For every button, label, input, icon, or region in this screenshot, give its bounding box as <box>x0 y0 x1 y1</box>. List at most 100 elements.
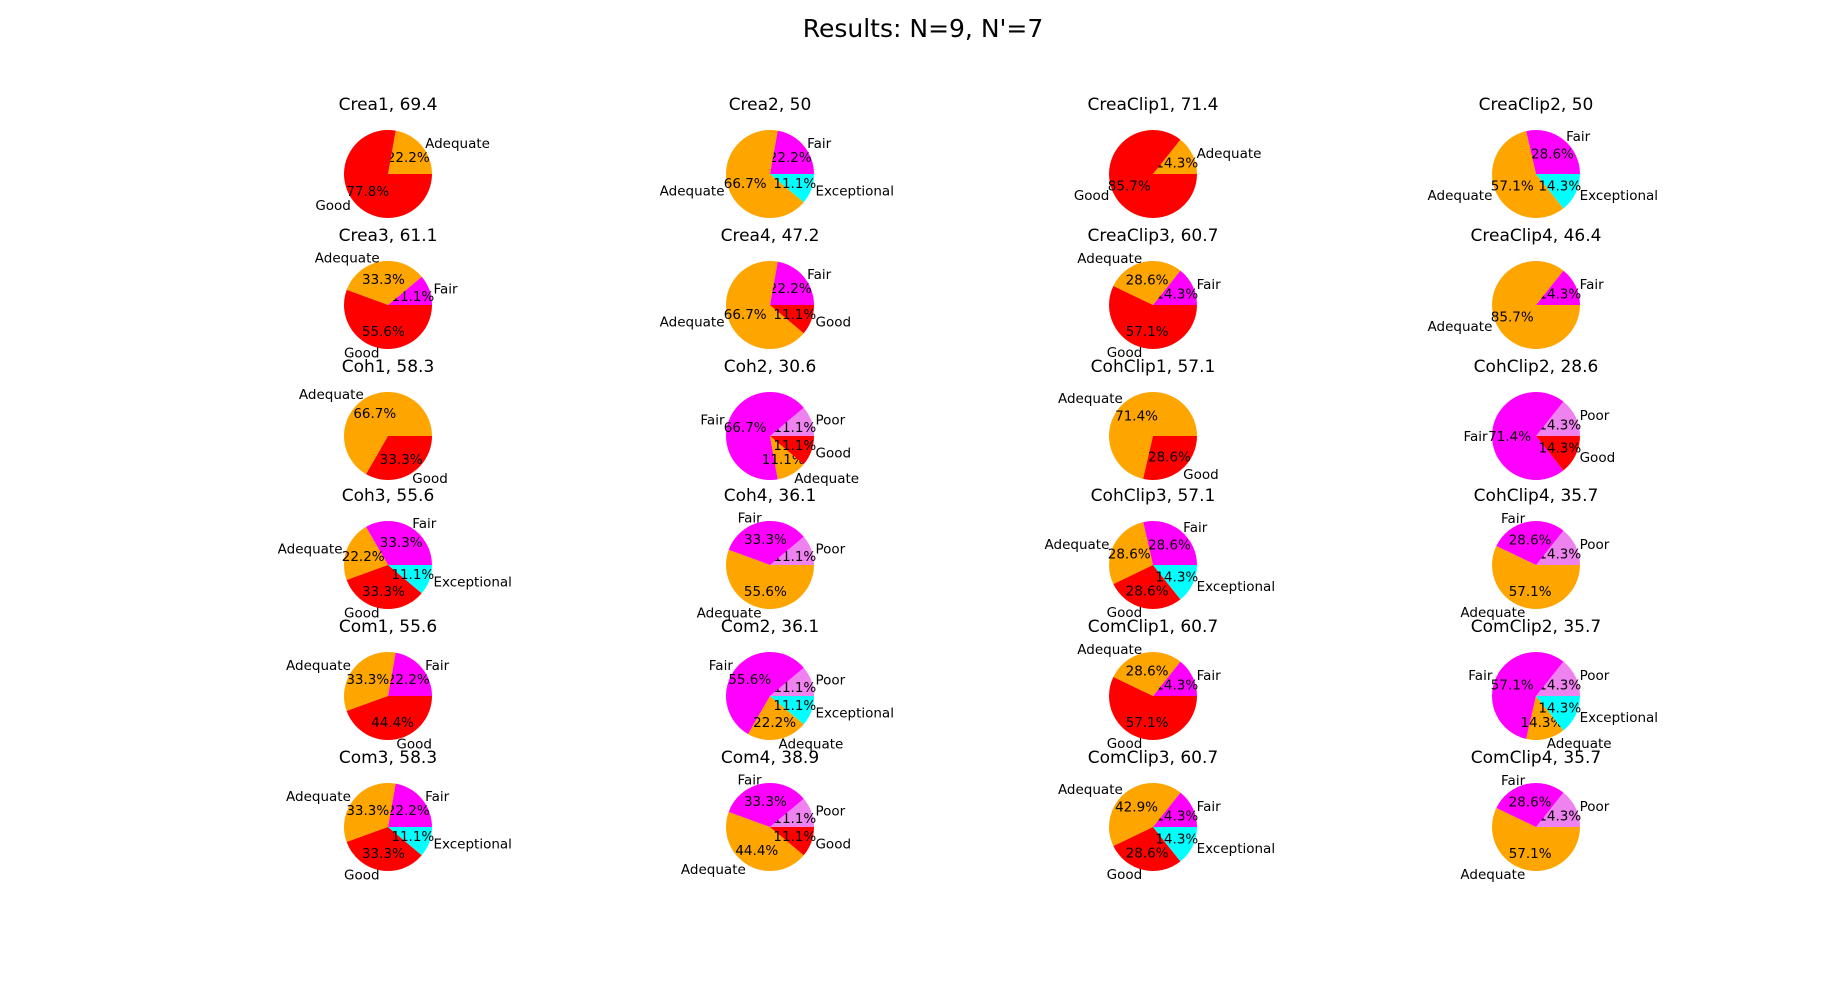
pie-subplot: Com2, 36.1 11.1% Poor 55.6%Fair 22.2% Adequat… <box>709 617 894 753</box>
pie-subplot: Coh1, 58.3 66.7% Adequate 33.3% Good <box>299 357 448 487</box>
pie-title: Com3, 58.3 <box>339 748 437 768</box>
pie-slice-adequate <box>344 391 432 475</box>
pie-category-label: Exceptional <box>815 706 893 722</box>
pie-percent-label: 11.1% <box>773 438 816 454</box>
pie-category-label: Good <box>815 446 851 462</box>
pie-slice-exceptional <box>1153 827 1197 862</box>
pie-title: Crea4, 47.2 <box>721 226 820 246</box>
pie-category-label: Adequate <box>660 315 725 331</box>
pie-slice-adequate <box>1109 522 1153 585</box>
pie-subplot: CreaClip3, 60.7 14.3%Fair 28.6% Adequate 57.… <box>1077 226 1221 361</box>
pie-percent-label: 55.6% <box>362 324 405 340</box>
pie-slice-fair <box>388 652 432 696</box>
pie-slice-poor <box>1536 792 1580 827</box>
pie-percent-label: 14.3% <box>1155 678 1198 694</box>
pie-category-label: Exceptional <box>1197 841 1275 857</box>
pie-category-label: Good <box>1107 736 1143 752</box>
pie-slice-adequate <box>1526 696 1564 741</box>
pie-category-label: Good <box>1107 605 1143 621</box>
pie-percent-label: 11.1% <box>391 567 434 583</box>
pie-percent-label: 57.1% <box>1491 178 1534 194</box>
pie-title: Coh3, 55.6 <box>342 486 435 506</box>
pie-slice-adequate <box>725 811 804 872</box>
pie-percent-label: 28.6% <box>1126 584 1169 600</box>
pie-percent-label: 28.6% <box>1148 537 1191 553</box>
pie-slice-adequate <box>726 130 804 219</box>
pie-percent-label: 28.6% <box>1148 450 1191 466</box>
pie-category-label: Fair <box>1197 668 1222 684</box>
pie-title: CreaClip2, 50 <box>1479 95 1594 115</box>
pie-slice-good <box>1143 436 1197 481</box>
pie-slice-adequate <box>1491 808 1581 872</box>
pie-slice-fair <box>1536 270 1580 305</box>
pie-percent-label: 28.6% <box>1126 272 1169 288</box>
pie-slice-good <box>346 827 422 872</box>
pie-percent-label: 57.1% <box>1509 584 1552 600</box>
pie-subplot: ComClip3, 60.714.3%Fair42.9%Adequate28.6… <box>1058 748 1275 883</box>
pie-slice-adequate <box>1491 546 1580 610</box>
pie-category-label: Fair <box>1580 277 1605 293</box>
pie-slice-adequate <box>343 526 388 581</box>
pie-percent-label: 14.3% <box>1538 178 1581 194</box>
pie-title: Coh1, 58.3 <box>342 357 435 377</box>
pie-percent-label: 14.3% <box>1155 287 1198 303</box>
pie-title: ComClip3, 60.7 <box>1088 748 1218 768</box>
figure-title: Results: N=9, N'=7 <box>802 14 1044 43</box>
pie-subplot: CreaClip2, 50 28.6%Fair 57.1%Adequate 14.3%… <box>1428 95 1658 218</box>
pie-slice-adequate <box>1109 783 1181 847</box>
pie-percent-label: 42.9% <box>1115 799 1158 815</box>
pie-category-label: Good <box>396 737 432 753</box>
pie-category-label: Adequate <box>1058 391 1123 407</box>
pie-percent-label: 28.6% <box>1509 532 1552 548</box>
pie-category-label: Good <box>1074 188 1110 204</box>
pie-percent-label: 57.1% <box>1126 715 1169 731</box>
pie-slice-poor <box>770 536 814 565</box>
pie-slice-poor <box>1536 401 1580 436</box>
pie-slice-exceptional <box>388 565 432 594</box>
pie-percent-label: 77.8% <box>346 184 389 200</box>
pie-percent-label: 14.3% <box>1538 418 1581 434</box>
pie-percent-label: 14.3% <box>1520 715 1563 731</box>
pie-percent-label: 22.2% <box>753 715 796 731</box>
pie-category-label: Poor <box>1580 799 1610 815</box>
pie-category-label: Exceptional <box>433 575 511 591</box>
pie-percent-label: 57.1% <box>1491 678 1534 694</box>
pie-slice-adequate <box>725 549 814 610</box>
pie-percent-label: 66.7% <box>724 307 767 323</box>
pie-category-label: Good <box>1580 450 1616 466</box>
pie-percent-label: 33.3% <box>362 846 405 862</box>
pie-slice-fair <box>728 782 804 827</box>
pie-subplot: CohClip2, 28.614.3%Poor71.4%Fair14.3%Goo… <box>1463 357 1616 481</box>
pie-percent-label: 28.6% <box>1108 547 1151 563</box>
pie-category-label: Fair <box>1197 799 1222 815</box>
pie-title: ComClip1, 60.7 <box>1088 617 1218 637</box>
pie-percent-label: 33.3% <box>744 794 787 810</box>
pie-percent-label: 85.7% <box>1491 309 1534 325</box>
pie-percent-label: 33.3% <box>744 532 787 548</box>
pie-slice-good <box>346 565 422 610</box>
pie-category-label: Exceptional <box>815 184 893 200</box>
pie-title: Com1, 55.6 <box>339 617 437 637</box>
pie-percent-label: 57.1% <box>1126 324 1169 340</box>
pie-category-label: Adequate <box>1058 782 1123 798</box>
pie-percent-label: 14.3% <box>1155 831 1198 847</box>
pie-title: Crea1, 69.4 <box>339 95 438 115</box>
pie-slice-adequate <box>770 436 804 480</box>
pie-title: Crea3, 61.1 <box>339 226 438 246</box>
pie-category-label: Good <box>412 471 448 487</box>
pie-percent-label: 44.4% <box>371 715 414 731</box>
pie-title: Coh2, 30.6 <box>724 357 817 377</box>
pie-subplot: CohClip1, 57.1 71.4%Adequate 28.6%Good <box>1058 357 1219 483</box>
pie-category-label: Adequate <box>660 184 725 200</box>
pie-category-label: Adequate <box>1045 537 1110 553</box>
pie-title: Com2, 36.1 <box>721 617 819 637</box>
pie-slice-good <box>344 130 432 219</box>
pie-slice-fair <box>388 783 432 827</box>
pie-slice-fair <box>1492 392 1564 481</box>
pie-category-label: Poor <box>1580 408 1610 424</box>
pie-title: ComClip4, 35.7 <box>1471 748 1601 768</box>
pie-category-label: Exceptional <box>1580 710 1658 726</box>
pie-percent-label: 14.3% <box>1155 156 1198 172</box>
pie-category-label: Adequate <box>1197 146 1262 162</box>
